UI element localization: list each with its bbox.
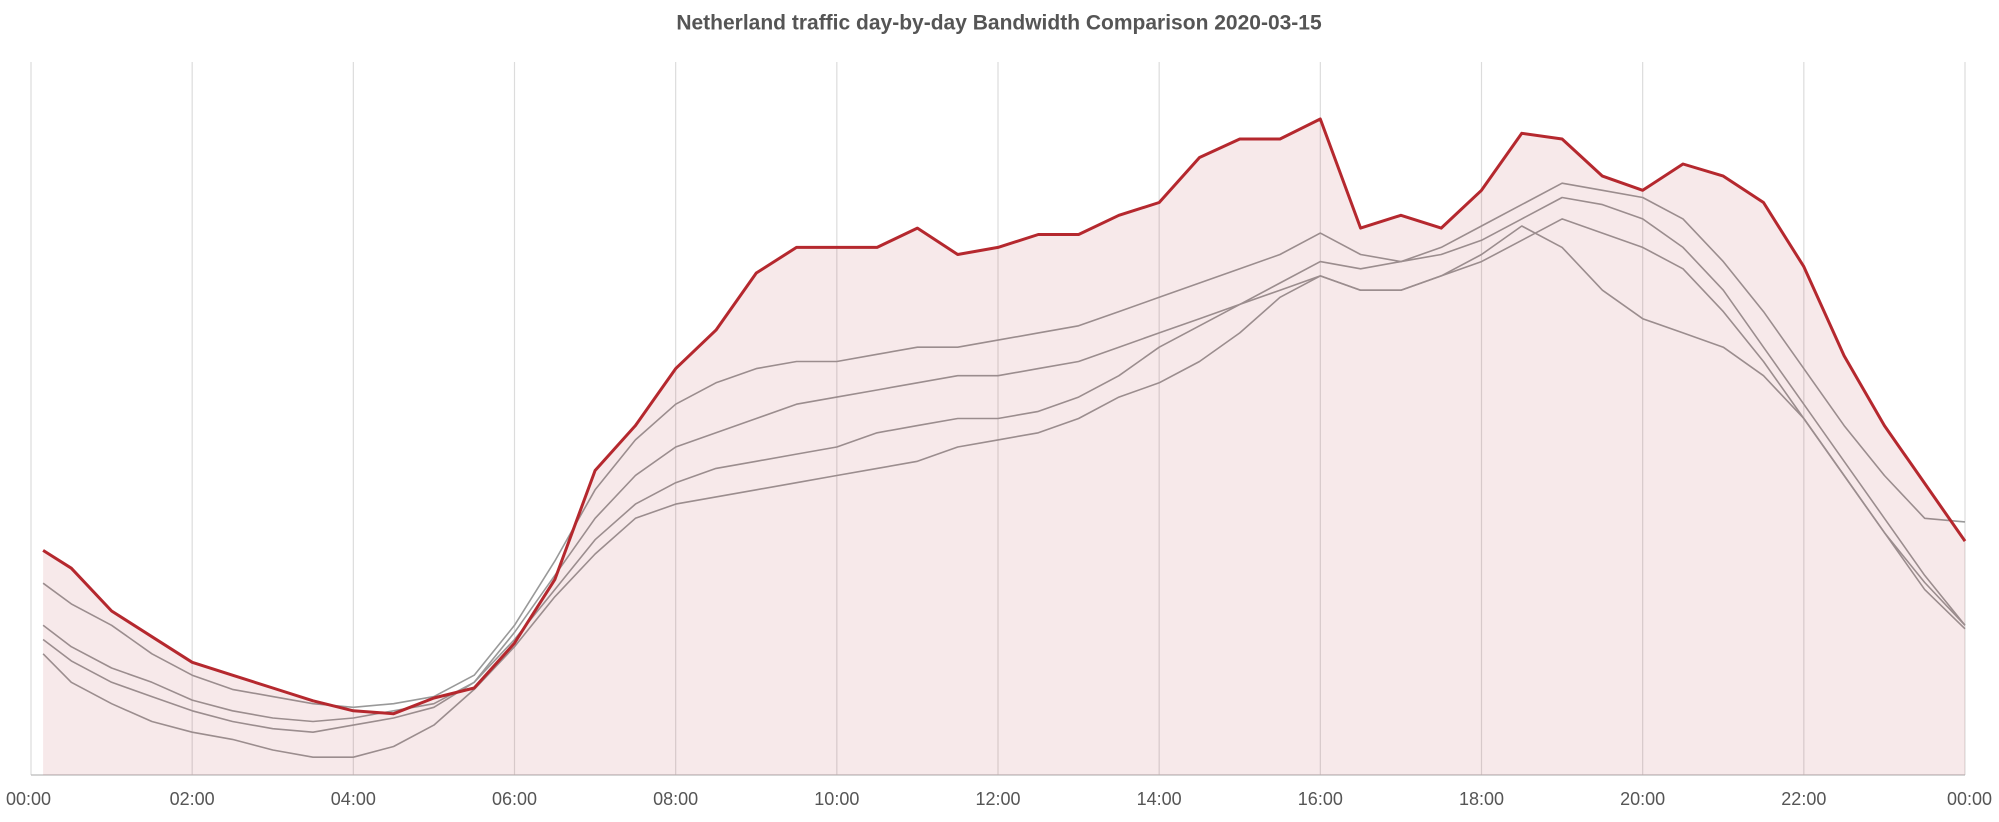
x-tick-label: 22:00 — [1781, 789, 1826, 809]
line — [42, 218, 1966, 733]
x-tick-label: 18:00 — [1459, 789, 1504, 809]
x-tick-label: 02:00 — [170, 789, 215, 809]
x-tick-label: 12:00 — [975, 789, 1020, 809]
x-tick-label: 00:00 — [6, 789, 51, 809]
x-tick-label: 04:00 — [331, 789, 376, 809]
x-tick-label: 14:00 — [1137, 789, 1182, 809]
area — [43, 119, 1965, 775]
x-tick-label: 10:00 — [814, 789, 859, 809]
x-tick-label: 06:00 — [492, 789, 537, 809]
line — [42, 225, 1966, 758]
line — [42, 182, 1966, 709]
line — [42, 196, 1966, 723]
x-tick-label: 16:00 — [1298, 789, 1343, 809]
x-tick-label: 00:00 — [1947, 789, 1992, 809]
x-tick-label: 08:00 — [653, 789, 698, 809]
line — [42, 117, 1967, 716]
x-tick-label: 20:00 — [1620, 789, 1665, 809]
chart-title: Netherland traffic day-by-day Bandwidth … — [676, 12, 1322, 35]
